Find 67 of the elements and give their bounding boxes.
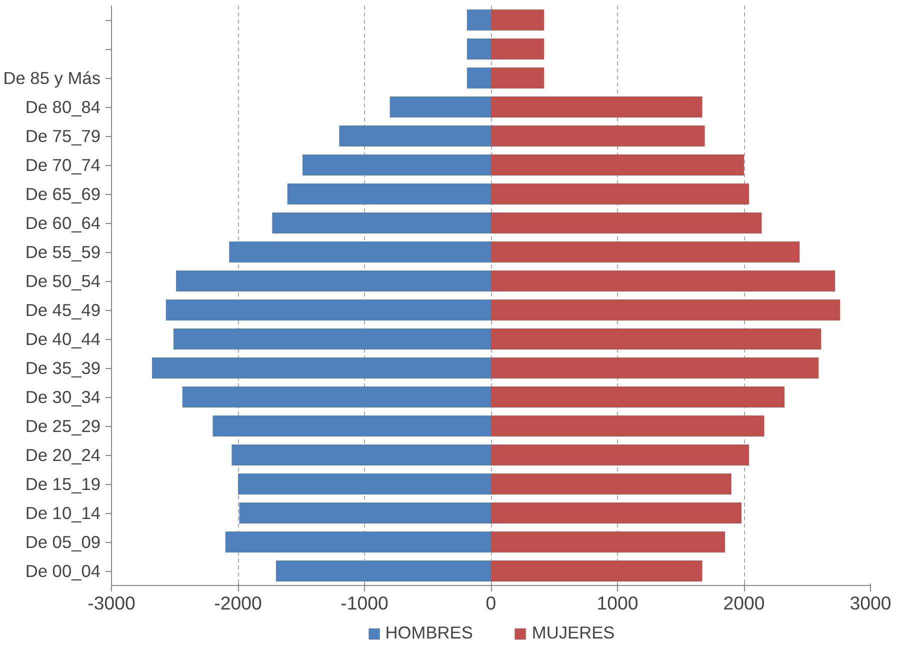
y-tick-label: De 40_44 — [25, 329, 101, 349]
y-tick-label: De 05_09 — [25, 532, 101, 552]
bar — [491, 10, 544, 30]
bar — [173, 328, 491, 350]
bar — [491, 270, 836, 292]
y-tick-label: De 80_84 — [25, 97, 101, 117]
x-tick-label: -2000 — [214, 592, 262, 614]
bar — [390, 96, 491, 118]
bar — [239, 502, 491, 524]
y-tick-label: De 15_19 — [25, 474, 101, 494]
y-tick-label: De 25_29 — [25, 416, 101, 436]
x-tick-label: 0 — [486, 592, 496, 614]
bar — [491, 474, 732, 494]
x-tick-label: 3000 — [850, 592, 892, 614]
bar — [339, 126, 491, 146]
bar — [491, 126, 705, 146]
bar — [491, 68, 544, 88]
bar — [276, 560, 491, 582]
bar — [491, 416, 764, 436]
bar — [491, 300, 840, 320]
bar — [491, 212, 762, 234]
x-tick-label: 2000 — [723, 592, 765, 614]
legend-label: MUJERES — [532, 622, 615, 644]
bar — [152, 358, 491, 378]
bar — [166, 300, 491, 320]
bar — [491, 502, 742, 524]
y-tick-label: De 45_49 — [25, 300, 101, 320]
bar — [302, 154, 491, 176]
y-tick-label: De 35_39 — [25, 358, 101, 378]
bar — [466, 10, 491, 30]
x-tick-label: -1000 — [340, 592, 388, 614]
y-tick-label: De 00_04 — [25, 561, 101, 581]
bar — [491, 386, 784, 408]
bar — [232, 444, 491, 466]
y-tick-label: De 50_54 — [25, 271, 101, 291]
bar — [491, 444, 750, 466]
bar — [272, 212, 491, 234]
y-tick-label: De 10_14 — [25, 503, 101, 523]
bar — [466, 38, 491, 60]
y-tick-label: De 30_34 — [25, 387, 101, 407]
bar — [491, 560, 702, 582]
bar — [238, 474, 491, 494]
bar — [212, 416, 491, 436]
bar — [287, 184, 491, 204]
bar — [182, 386, 491, 408]
bar — [491, 38, 544, 60]
bar — [491, 96, 702, 118]
bar — [491, 532, 726, 552]
y-tick-label: De 60_64 — [25, 213, 101, 233]
legend-label: HOMBRES — [385, 622, 473, 644]
x-tick-label: -3000 — [88, 592, 136, 614]
bar — [229, 242, 491, 262]
bar — [225, 532, 491, 552]
y-tick-label: De 75_79 — [25, 126, 101, 146]
bar — [491, 184, 750, 204]
bar — [491, 154, 744, 176]
bar — [466, 68, 491, 88]
bar — [176, 270, 491, 292]
bar — [491, 358, 819, 378]
y-tick-label: De 20_24 — [25, 445, 101, 465]
x-tick-label: 1000 — [596, 592, 638, 614]
y-tick-label: De 70_74 — [25, 155, 101, 175]
bar — [491, 242, 800, 262]
y-tick-label: De 55_59 — [25, 242, 101, 262]
y-tick-label: De 65_69 — [25, 184, 101, 204]
bar — [491, 328, 822, 350]
y-tick-label: De 85 y Más — [3, 68, 101, 88]
